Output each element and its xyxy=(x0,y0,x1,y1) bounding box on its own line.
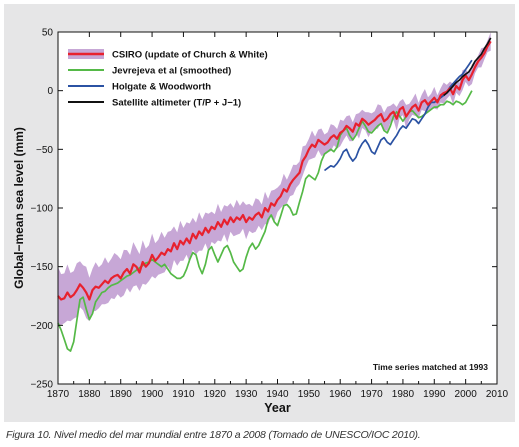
csiro-series-line xyxy=(57,40,492,301)
legend-label-csiro: CSIRO (update of Church & White) xyxy=(112,50,268,61)
x-tick-label: 1960 xyxy=(329,389,352,400)
y-tick-label: 0 xyxy=(47,86,53,97)
figure-caption: Figura 10. Nivel medio del mar mundial e… xyxy=(6,429,421,441)
x-tick-label: 1930 xyxy=(235,389,258,400)
x-axis-label: Year xyxy=(264,401,291,415)
x-tick-label: 1890 xyxy=(110,389,133,400)
satellite-series-line xyxy=(443,37,492,97)
x-tick-label: 2010 xyxy=(486,389,509,400)
y-tick-label: −200 xyxy=(30,321,53,332)
y-tick-label: 50 xyxy=(42,28,54,39)
y-tick-label: −100 xyxy=(30,204,53,215)
x-tick-label: 1950 xyxy=(298,389,321,400)
y-tick-label: −150 xyxy=(30,262,53,273)
x-tick-label: 1900 xyxy=(141,389,164,400)
figure-panel: 1870 1880 1890 1900 1910 1920 1930 1940 1950 1960… xyxy=(4,4,515,422)
y-axis-label: Global−mean sea level (mm) xyxy=(12,127,26,289)
jevrejeva-series-line xyxy=(57,90,473,352)
x-tick-label: 1990 xyxy=(423,389,446,400)
x-tick-label: 1910 xyxy=(172,389,195,400)
sea-level-chart: 1870 1880 1890 1900 1910 1920 1930 1940 1950 1960… xyxy=(12,28,509,416)
x-tick-label: 1880 xyxy=(78,389,101,400)
legend-label-holgate: Holgate & Woodworth xyxy=(112,82,211,93)
x-tick-label: 1940 xyxy=(266,389,289,400)
x-tick-label: 1870 xyxy=(47,389,70,400)
legend-label-jevrejeva: Jevrejeva et al (smoothed) xyxy=(112,66,231,77)
x-tick-label: 2000 xyxy=(455,389,478,400)
chart-annotation: Time series matched at 1993 xyxy=(373,362,488,372)
y-tick-label: −250 xyxy=(30,380,53,391)
y-tick-label: −50 xyxy=(36,145,53,156)
x-tick-label: 1970 xyxy=(360,389,383,400)
x-tick-label: 1980 xyxy=(392,389,415,400)
legend-label-satellite: Satellite altimeter (T/P + J−1) xyxy=(112,98,241,109)
x-tick-label: 1920 xyxy=(204,389,227,400)
